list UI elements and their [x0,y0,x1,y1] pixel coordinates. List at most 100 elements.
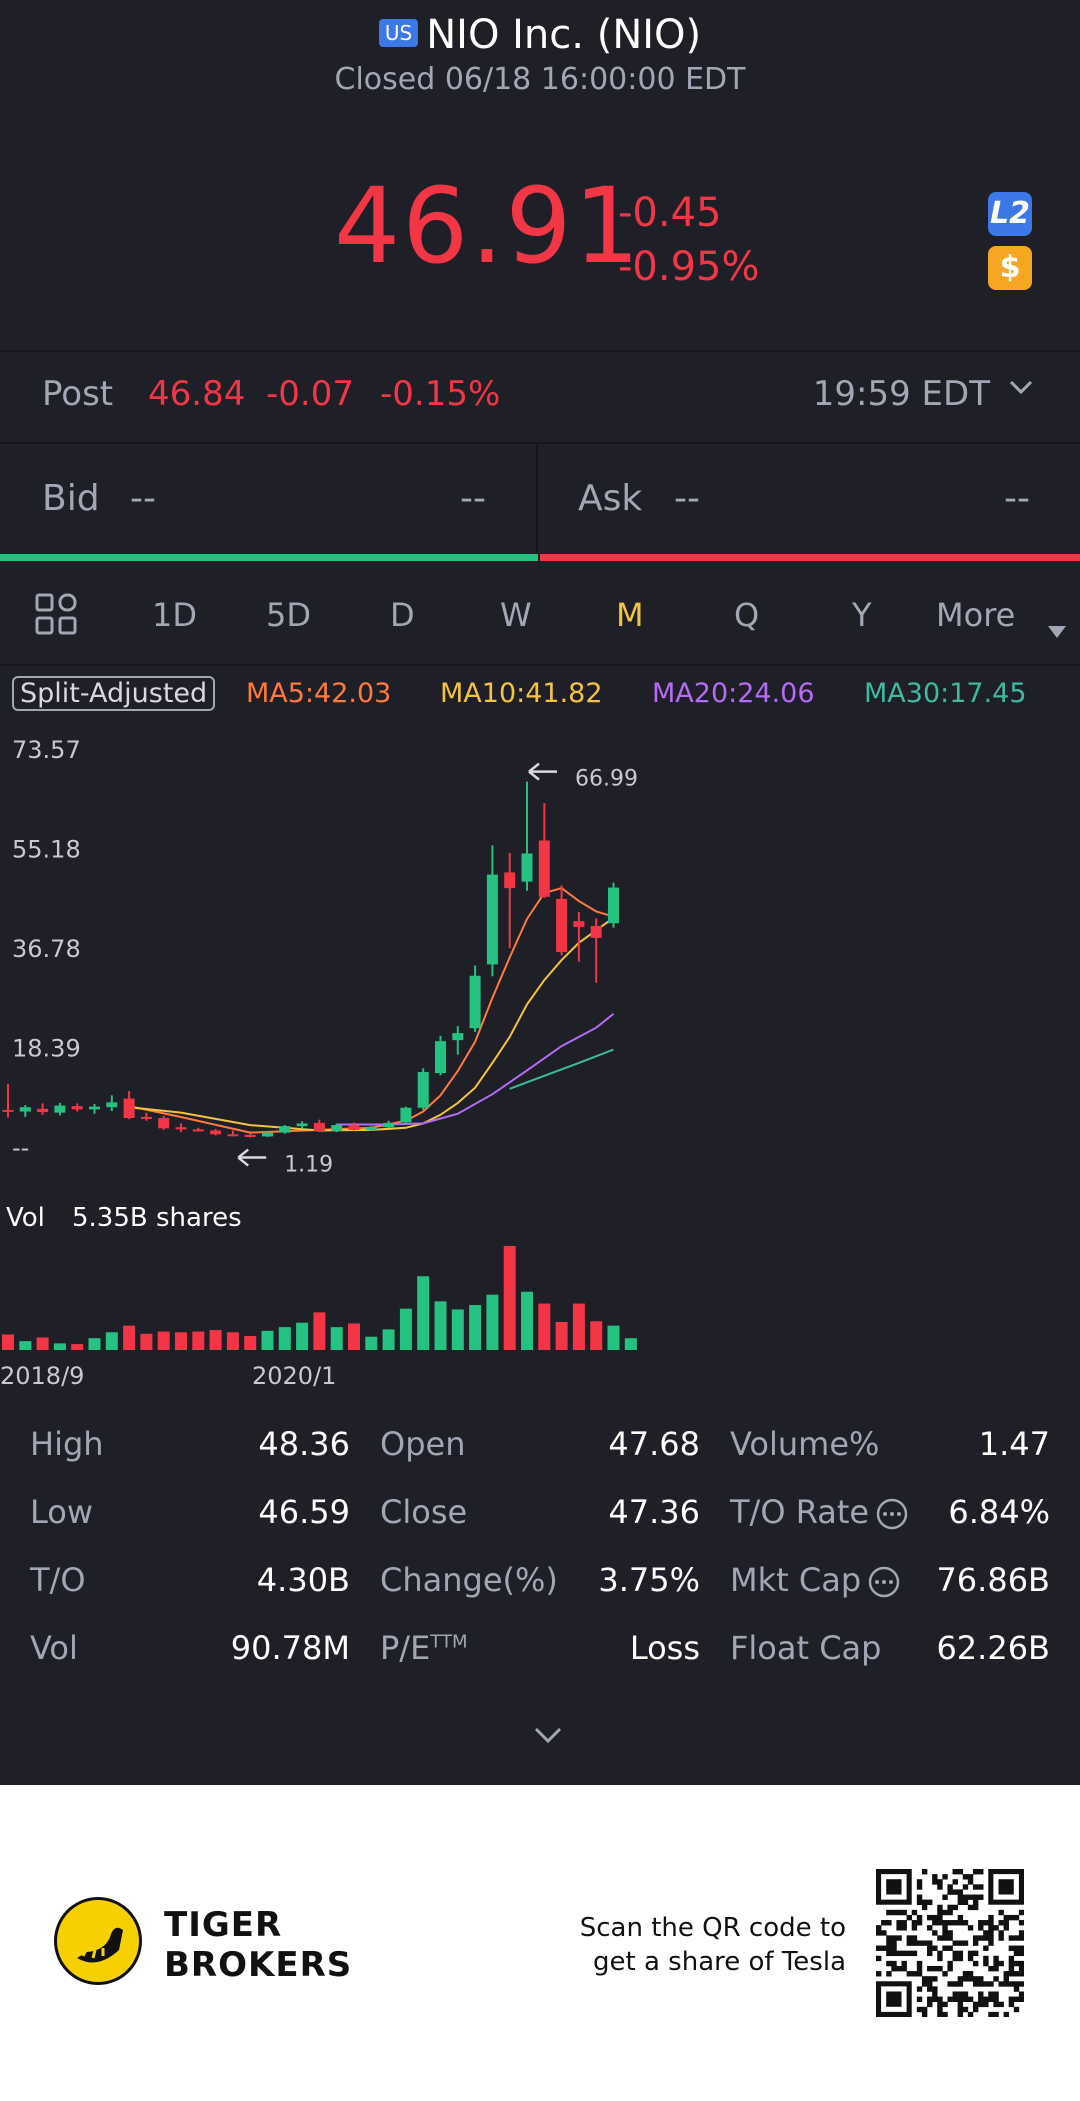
stat-label: Vol [30,1629,78,1667]
ma30-line [509,1048,614,1090]
volume-bar [123,1325,136,1350]
x-tick-label: 2020/1 [252,1362,336,1390]
volume-value: 5.35B shares [72,1203,242,1233]
candle [417,1068,429,1110]
volume-bar [365,1336,378,1350]
candle-body [19,1107,31,1112]
volume-bar [382,1329,395,1350]
level2-icon[interactable]: L2 [988,192,1032,236]
stat-label: T/O Rate [730,1493,909,1531]
stat-value: 3.75% [598,1561,700,1599]
stat-value: Loss [629,1629,700,1667]
candle-body [279,1126,291,1133]
candle [469,965,481,1033]
tiger-brokers-logo [54,1897,142,1985]
candle-body [417,1072,429,1108]
tab-1d[interactable]: 1D [152,596,197,634]
quote-statistics: High 48.36 Low 46.59 T/O 4.30B Vol 90.78M Open 47… [0,1405,1080,1695]
candle-body [538,840,550,897]
stat-label: T/O [30,1561,86,1599]
candle [123,1090,135,1120]
ma30-label: MA30:17.45 [864,678,1027,709]
candle-body [210,1130,222,1135]
tab-d[interactable]: D [390,596,415,634]
chevron-down-icon[interactable] [532,1720,564,1755]
volume-bar [244,1335,257,1350]
tab-w[interactable]: W [500,596,532,634]
promo-text-line1: Scan the QR code to [579,1913,846,1943]
candle-body [262,1132,273,1137]
volume-bar [330,1327,343,1350]
bid-ask-separator [536,444,538,554]
volume-bar [590,1321,603,1350]
divider [0,664,1080,666]
stat-value: 1.47 [978,1425,1050,1463]
stat-label: High [30,1425,104,1463]
tab-more[interactable]: More [936,596,1016,634]
post-market-row[interactable]: Post 46.84 -0.07 -0.15% 19:59 EDT [0,352,1080,442]
candle [175,1123,187,1133]
ma20-line [336,1013,615,1126]
candle-body [556,898,568,952]
post-time: 19:59 EDT [812,374,990,414]
info-icon[interactable] [867,1565,901,1599]
volume-bar [555,1321,568,1350]
ma5-label: MA5:42.03 [246,678,392,709]
tab-m[interactable]: M [616,596,644,634]
tab-q[interactable]: Q [734,596,760,634]
divider [0,350,1080,352]
moving-average-lines [128,887,615,1134]
chevron-down-icon[interactable] [1006,372,1036,410]
stat-value: 62.26B [936,1629,1050,1667]
candle-body [331,1125,343,1132]
candle-body [469,975,481,1029]
volume-bar [192,1331,205,1350]
volume-bar [313,1312,326,1350]
volume-bar [417,1276,430,1350]
caret-down-icon[interactable] [1048,608,1066,646]
info-icon[interactable] [875,1497,909,1531]
candle [383,1120,395,1128]
y-tick-label: 18.39 [12,1035,81,1063]
stat-label: Close [380,1493,467,1531]
volume-bar [399,1308,412,1350]
candle [538,803,550,898]
y-tick-label: -- [12,1134,29,1162]
tab-y[interactable]: Y [852,596,872,634]
post-price: 46.84 [148,374,246,414]
candle [348,1122,360,1131]
candle-body [296,1123,308,1127]
candle [244,1133,256,1138]
candle-body [192,1129,204,1132]
ask-label: Ask [578,478,643,519]
candle-body [452,1033,464,1041]
candlestick-chart[interactable]: 73.57 55.18 36.78 18.39 -- 66.99 1.19 Vol 5.… [0,720,1080,1400]
stat-value: 76.86B [936,1561,1050,1599]
stat-label-text: Close [380,1493,468,1531]
volume-bar [572,1303,585,1350]
brand-name-line2: BROKERS [164,1945,353,1985]
candle [37,1103,49,1115]
candle-body [435,1041,446,1074]
high-marker: 66.99 [528,762,638,792]
candle-body [486,874,498,965]
tab-5d[interactable]: 5D [266,596,311,634]
price-change-percent: -0.95% [618,244,760,290]
arrow-left-icon [528,762,557,781]
candle-body [504,872,516,889]
split-adjusted-toggle[interactable]: Split-Adjusted [12,676,216,711]
grid-layout-icon[interactable] [34,592,78,644]
volume-bar [19,1341,32,1350]
candle [279,1125,291,1134]
candle [590,918,602,983]
candle [521,781,533,891]
extreme-markers: 66.99 1.19 [237,762,638,1178]
stat-label-superscript: TTM [430,1631,468,1653]
dollar-icon[interactable]: $ [988,246,1032,290]
volume-bar [296,1322,309,1350]
volume-bar [140,1333,153,1350]
candle [365,1126,377,1132]
volume-bar [36,1337,49,1350]
stat-label: P/ETTM [380,1629,468,1667]
candle-body [365,1127,377,1130]
